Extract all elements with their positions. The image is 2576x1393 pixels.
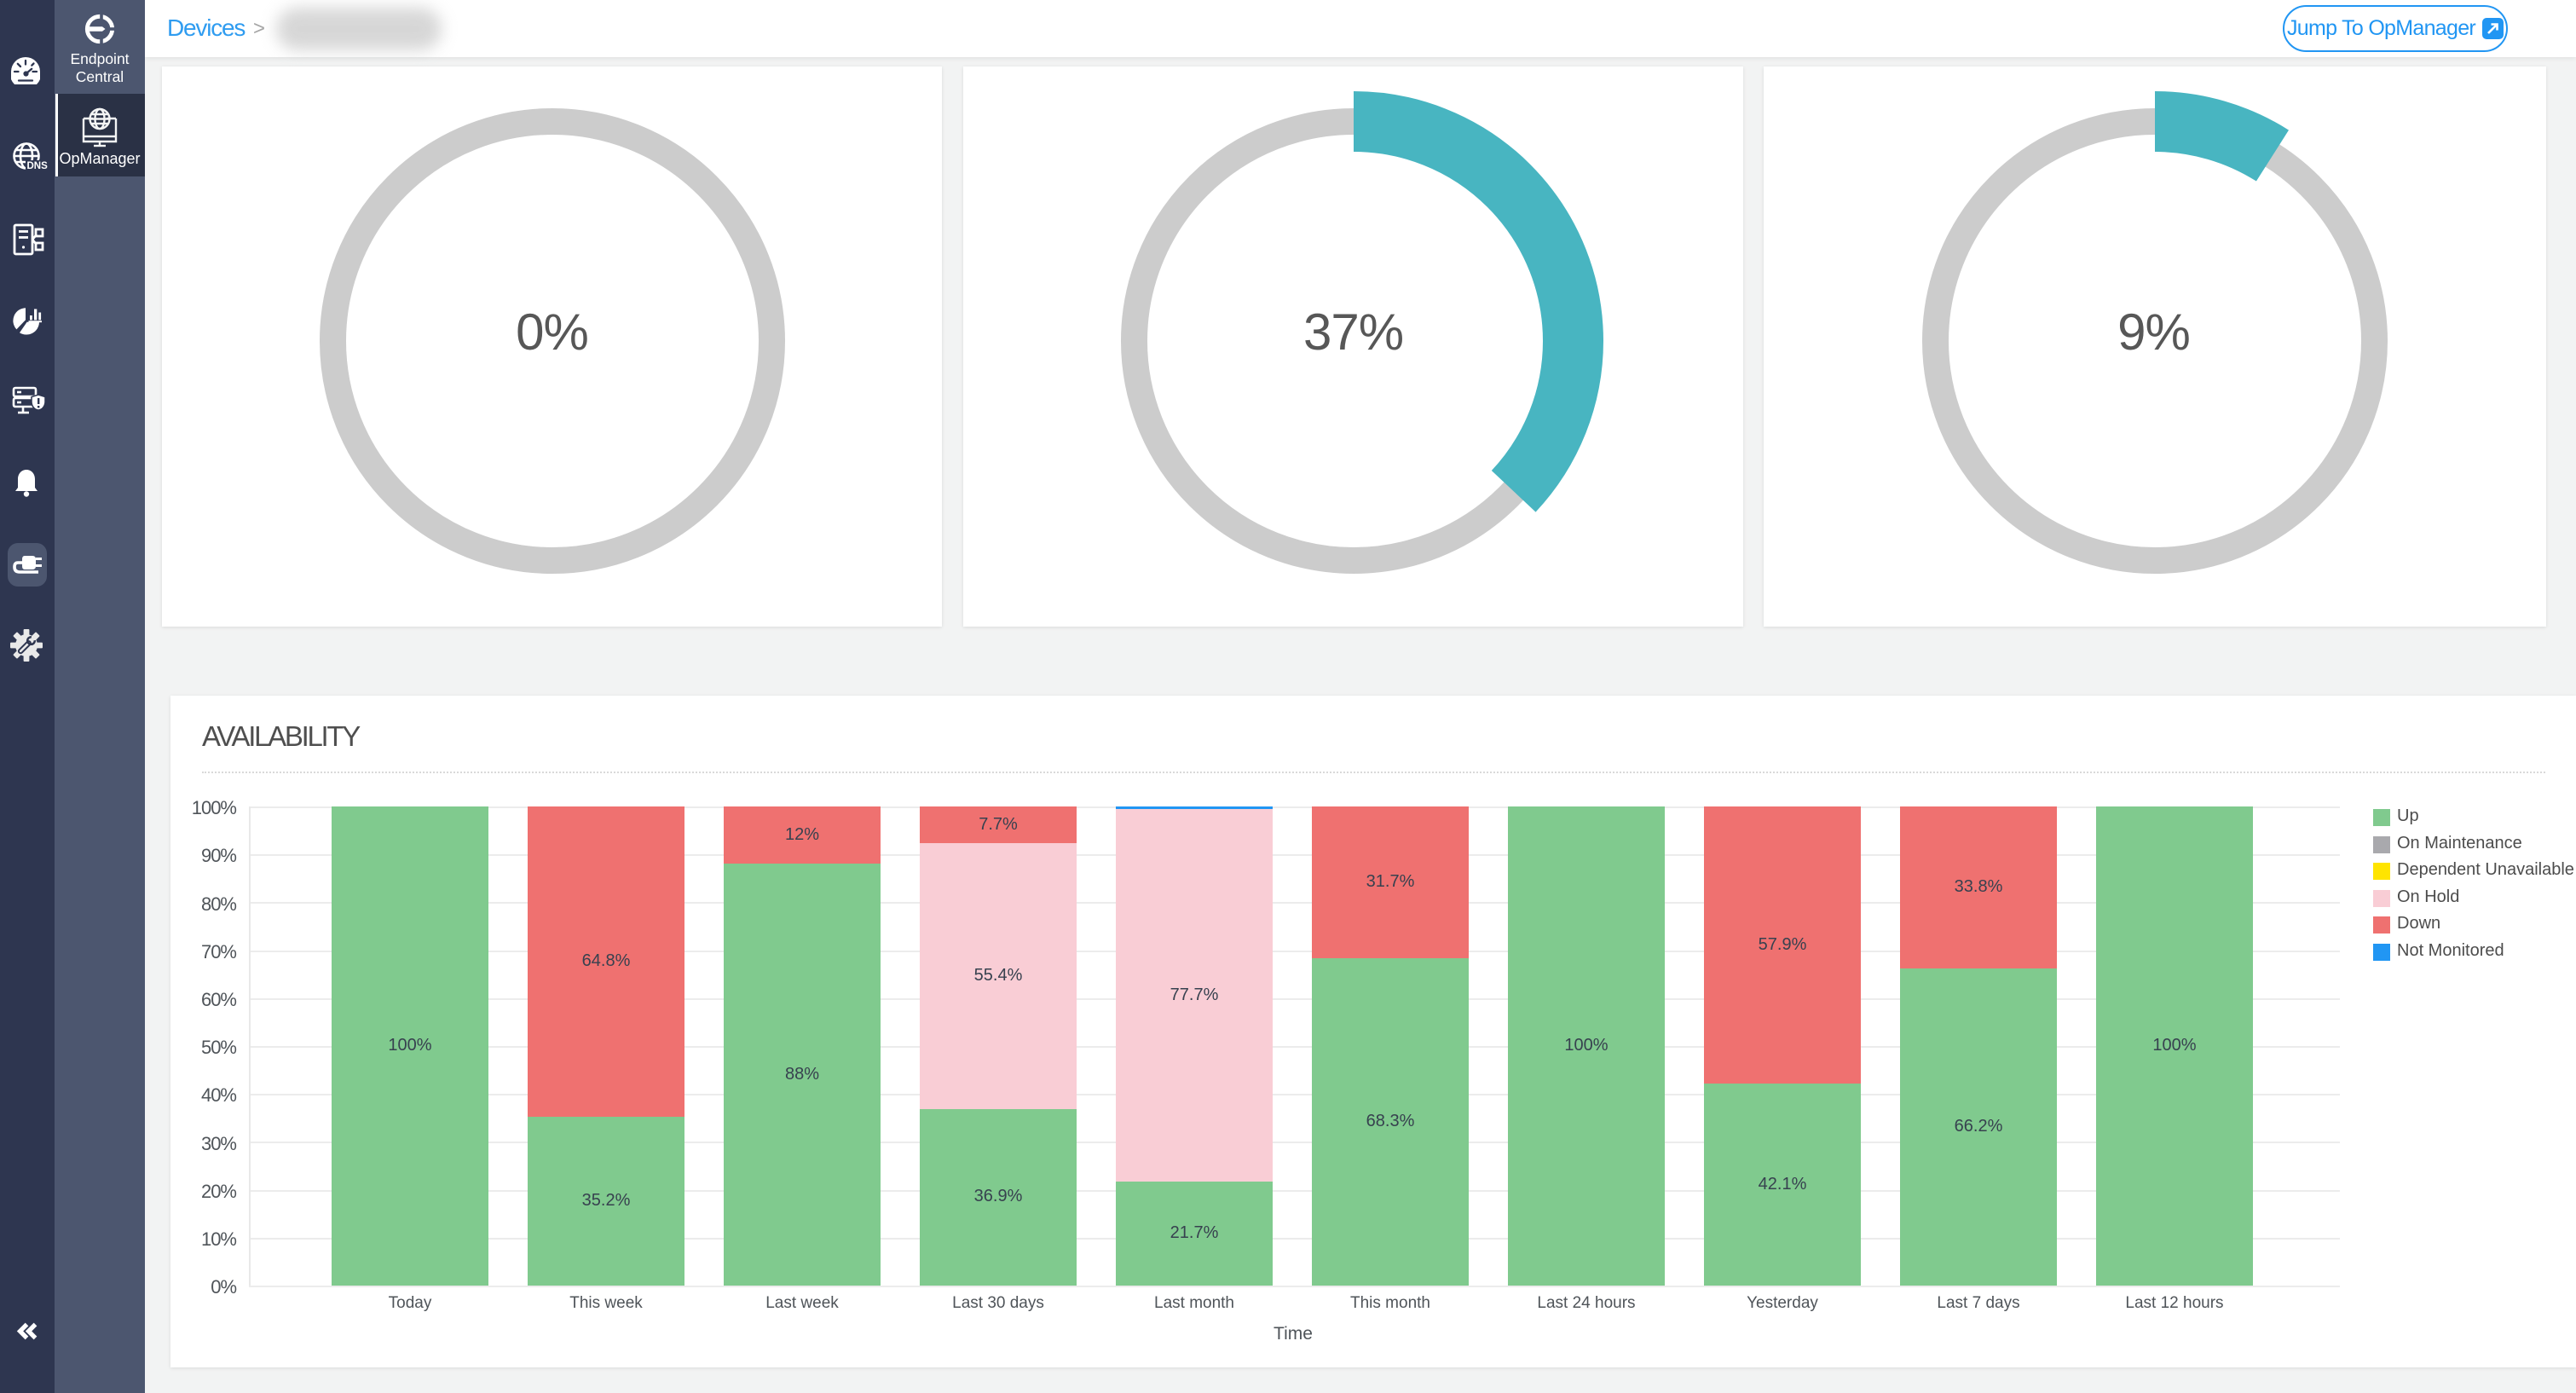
svg-text:OpManager: OpManager <box>59 150 140 167</box>
svg-text:Central: Central <box>76 68 124 85</box>
svg-text:Endpoint: Endpoint <box>70 50 129 67</box>
svg-text:DNS: DNS <box>27 161 49 171</box>
